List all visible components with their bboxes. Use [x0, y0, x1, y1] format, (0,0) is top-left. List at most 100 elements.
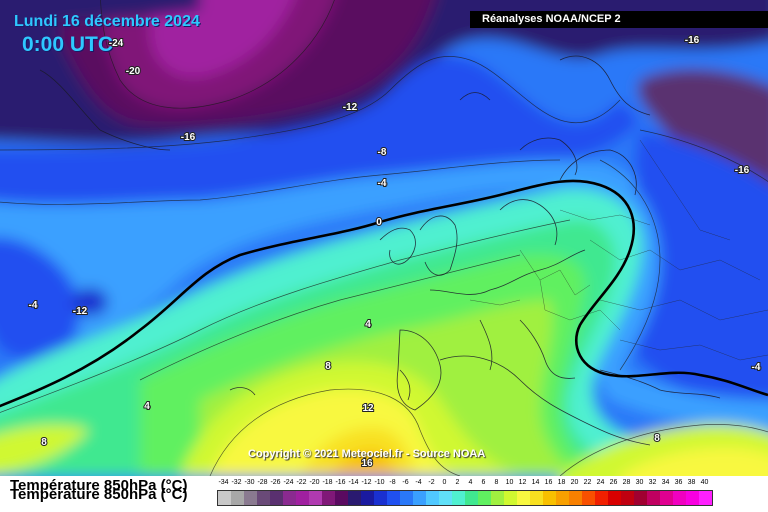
scale-label: 2 [455, 479, 460, 486]
scale-label: -2 [428, 479, 435, 486]
scale-swatch [608, 491, 621, 505]
label-minus24: -24 [109, 38, 124, 49]
scale-swatch [283, 491, 296, 505]
copyright-text: Copyright © 2021 Meteociel.fr - Source N… [248, 448, 486, 460]
scale-labels: -34 -32 -30 -28 -26 -24 -22 -20 -18 -16 -14 -12 -10-… [217, 478, 713, 488]
scale-label: 32 [648, 479, 657, 486]
scale-swatch [309, 491, 322, 505]
date-title: Lundi 16 décembre 2024 [14, 13, 200, 30]
time-title: 0:00 UTC [22, 33, 114, 56]
label-8-a: 8 [325, 361, 331, 372]
scale-swatch [582, 491, 595, 505]
scale-label: 20 [570, 479, 579, 486]
scale-label: 4 [468, 479, 473, 486]
scale-swatch [439, 491, 452, 505]
scale-swatch [426, 491, 439, 505]
label-minus16-c: -16 [735, 165, 750, 176]
scale-swatch [257, 491, 270, 505]
scale-swatch [543, 491, 556, 505]
source-label: Réanalyses NOAA/NCEP 2 [470, 11, 768, 28]
scale-label: -6 [402, 479, 409, 486]
scale-swatch [491, 491, 504, 505]
scale-label: 38 [687, 479, 696, 486]
scale-label: -8 [389, 479, 396, 486]
scale-swatch [218, 491, 231, 505]
scale-swatch [634, 491, 647, 505]
scale-swatch [335, 491, 348, 505]
legend: Température 850hPa (°C) Température 850h… [0, 476, 768, 512]
scale-swatch [244, 491, 257, 505]
label-8-b: 8 [41, 437, 47, 448]
scale-swatch [231, 491, 244, 505]
scale-label: 22 [583, 479, 592, 486]
scale-label: -24 [283, 479, 294, 486]
scale-label: 12 [518, 479, 527, 486]
scale-swatch [673, 491, 686, 505]
scale-label: -12 [361, 479, 372, 486]
zero-isotherm [0, 179, 768, 408]
label-minus4-c: -4 [752, 362, 761, 373]
label-minus8: -8 [378, 147, 387, 158]
scale-swatch [595, 491, 608, 505]
legend-title: Température 850hPa (°C) [10, 477, 188, 494]
scale-label: -16 [335, 479, 346, 486]
scale-label: -4 [415, 479, 422, 486]
scale-label: 40 [700, 479, 709, 486]
scale-swatch [647, 491, 660, 505]
scale-label: -20 [309, 479, 320, 486]
scale-swatch [517, 491, 530, 505]
scale-swatch [504, 491, 517, 505]
label-minus12-a: -12 [343, 102, 358, 113]
contour-labels: -24 -20 -16 -12 -8 -4 0 -16 -16 -4 -12 4… [28, 34, 762, 470]
label-minus16-a: -16 [181, 132, 196, 143]
scale-bar [217, 490, 713, 506]
label-minus4-a: -4 [378, 178, 387, 189]
scale-swatch [270, 491, 283, 505]
scale-swatch [452, 491, 465, 505]
scale-label: 30 [635, 479, 644, 486]
scale-swatch [387, 491, 400, 505]
scale-swatch [296, 491, 309, 505]
label-minus16-b: -16 [685, 35, 700, 46]
scale-label: -18 [322, 479, 333, 486]
label-16: 16 [361, 458, 373, 469]
scale-label: 14 [531, 479, 540, 486]
label-4-b: 4 [144, 401, 150, 412]
scale-label: -14 [348, 479, 359, 486]
scale-label: 26 [609, 479, 618, 486]
scale-label: 34 [661, 479, 670, 486]
scale-label: 24 [596, 479, 605, 486]
label-zero: 0 [376, 217, 382, 228]
color-scale: -34 -32 -30 -28 -26 -24 -22 -20 -18 -16 -14 -12 -10-… [217, 478, 713, 506]
scale-label: -22 [296, 479, 307, 486]
legend-title-shadow: Température 850hPa (°C) [10, 486, 188, 503]
scale-label: -30 [244, 479, 255, 486]
label-4-a: 4 [365, 319, 371, 330]
scale-label: 0 [442, 479, 447, 486]
scale-label: -26 [270, 479, 281, 486]
scale-swatch [348, 491, 361, 505]
scale-swatch [621, 491, 634, 505]
temperature-map: -24 -20 -16 -12 -8 -4 0 -16 -16 -4 -12 4… [0, 0, 768, 476]
scale-label: 10 [505, 479, 514, 486]
label-12: 12 [362, 403, 374, 414]
scale-label: -28 [257, 479, 268, 486]
scale-label: 18 [557, 479, 566, 486]
scale-label: 8 [494, 479, 499, 486]
label-minus20: -20 [126, 66, 141, 77]
scale-swatch [478, 491, 491, 505]
scale-label: -10 [374, 479, 385, 486]
scale-label: 36 [674, 479, 683, 486]
isotherms [0, 0, 768, 476]
scale-swatch [530, 491, 543, 505]
scale-swatch [556, 491, 569, 505]
scale-swatch [400, 491, 413, 505]
scale-swatch [465, 491, 478, 505]
scale-swatch [569, 491, 582, 505]
country-borders [469, 139, 768, 361]
scale-swatch [322, 491, 335, 505]
scale-swatch [361, 491, 374, 505]
scale-swatch [413, 491, 426, 505]
scale-label: -32 [231, 479, 242, 486]
label-8-c: 8 [654, 433, 660, 444]
